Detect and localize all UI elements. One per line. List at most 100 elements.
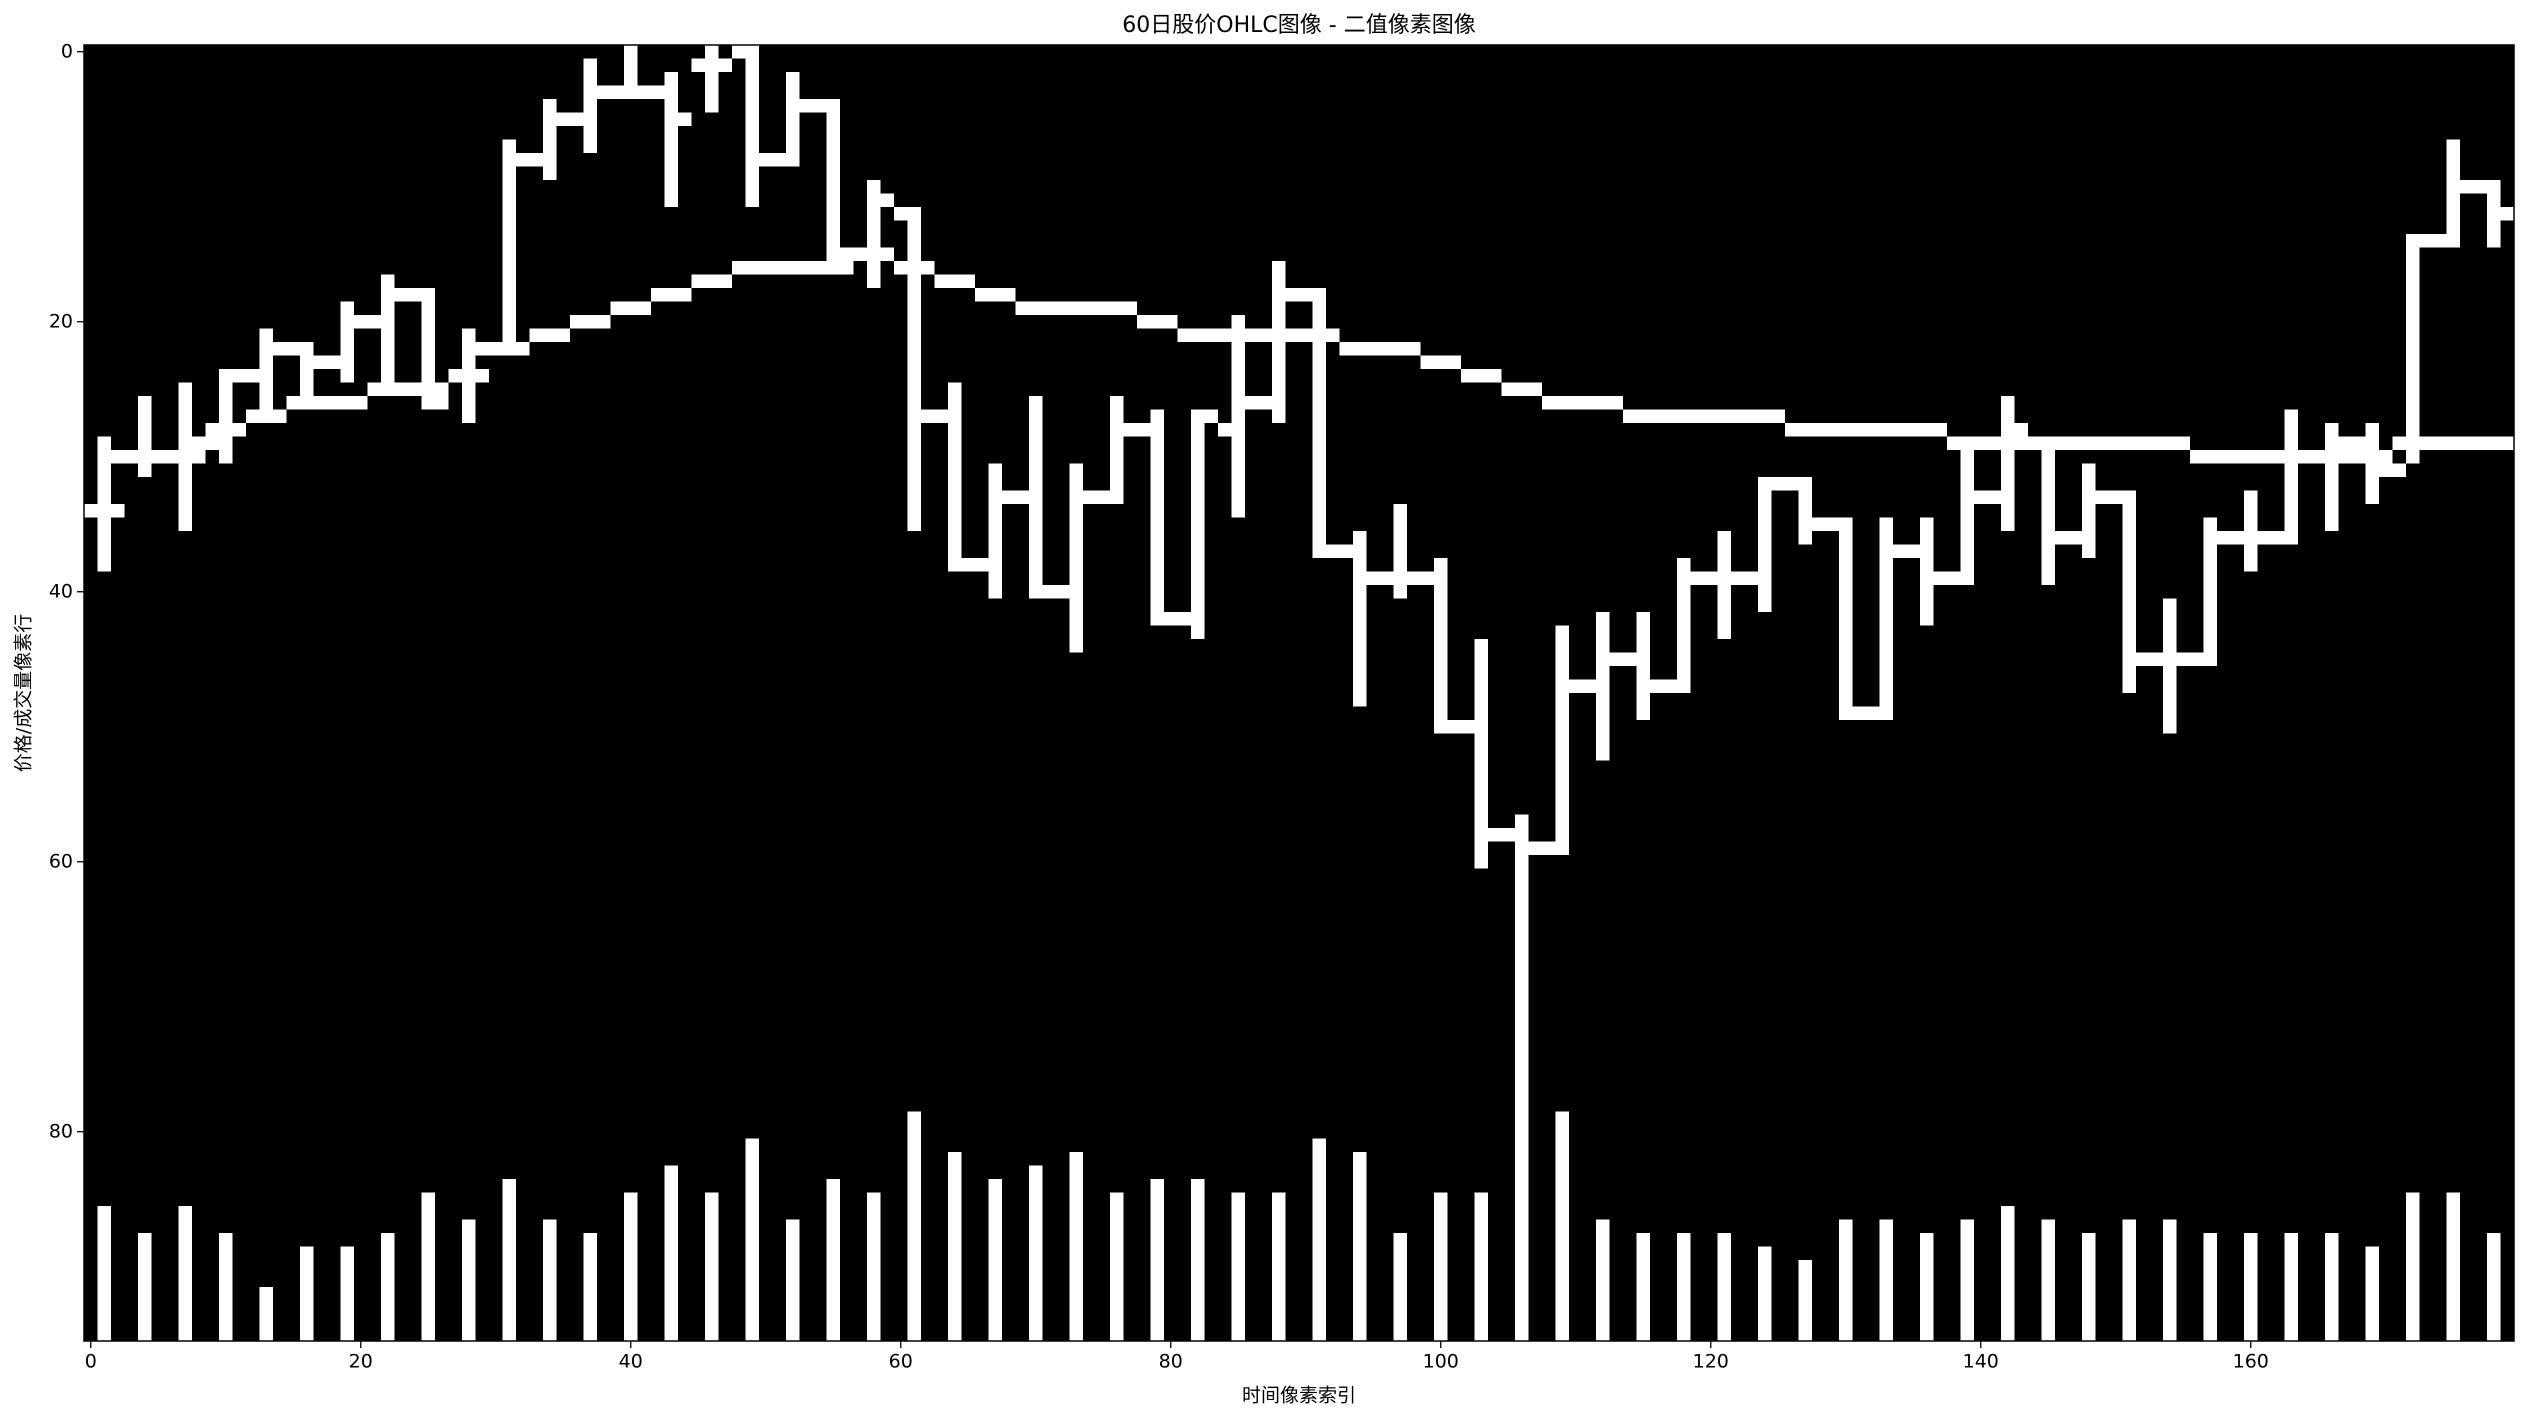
high-low-bar	[583, 58, 597, 153]
x-tick-label: 0	[85, 1351, 97, 1373]
close-tick	[151, 450, 165, 464]
high-low-bar	[1312, 288, 1326, 558]
moving-average	[529, 328, 543, 342]
moving-average	[543, 328, 557, 342]
moving-average	[2014, 436, 2028, 450]
moving-average	[610, 301, 624, 315]
high-low-bar	[1150, 409, 1164, 626]
moving-average	[759, 261, 773, 275]
close-tick	[394, 288, 408, 302]
moving-average	[1501, 382, 1515, 396]
x-axis-label: 时间像素索引	[1242, 1385, 1356, 1407]
volume-bar	[826, 1179, 840, 1341]
moving-average	[2500, 436, 2514, 450]
close-tick	[2460, 180, 2474, 194]
volume-bar	[705, 1192, 719, 1341]
high-low-bar	[1677, 558, 1691, 693]
open-tick	[1137, 423, 1151, 437]
moving-average	[840, 261, 854, 275]
high-low-bar	[948, 382, 962, 572]
moving-average	[1920, 423, 1934, 437]
high-low-bar	[1555, 625, 1569, 855]
open-tick	[1542, 841, 1556, 855]
moving-average	[192, 450, 206, 464]
volume-bar	[2284, 1233, 2298, 1341]
moving-average	[2055, 436, 2069, 450]
moving-average	[1285, 328, 1299, 342]
volume-bar	[664, 1165, 678, 1341]
high-low-bar	[1596, 612, 1610, 761]
open-tick	[2028, 436, 2042, 450]
open-tick	[2271, 531, 2285, 545]
moving-average	[772, 261, 786, 275]
open-tick	[813, 99, 827, 113]
close-tick	[1366, 571, 1380, 585]
high-low-bar	[2446, 139, 2460, 248]
volume-bar	[1069, 1152, 1083, 1341]
volume-bar	[2406, 1192, 2420, 1341]
high-low-bar	[1758, 477, 1772, 612]
volume-bar	[948, 1152, 962, 1341]
moving-average	[313, 396, 327, 410]
open-tick	[448, 369, 462, 383]
moving-average	[894, 261, 908, 275]
close-tick	[759, 153, 773, 167]
volume-bar	[1150, 1179, 1164, 1341]
moving-average	[597, 315, 611, 329]
moving-average	[1758, 409, 1772, 423]
moving-average	[1042, 301, 1056, 315]
high-low-bar	[2365, 423, 2379, 504]
moving-average	[745, 261, 759, 275]
close-tick	[961, 558, 975, 572]
close-tick	[2055, 531, 2069, 545]
volume-bar	[1312, 1138, 1326, 1341]
volume-bar	[2487, 1233, 2501, 1341]
moving-average	[1150, 315, 1164, 329]
moving-average	[1515, 382, 1529, 396]
chart-title: 60日股价OHLC图像 - 二值像素图像	[1122, 13, 1475, 38]
moving-average	[1096, 301, 1110, 315]
close-tick	[111, 450, 125, 464]
y-axis-label: 价格/成交量像素行	[13, 614, 35, 772]
moving-average	[1744, 409, 1758, 423]
high-low-bar	[502, 139, 516, 356]
open-tick	[2433, 234, 2447, 248]
volume-bar	[1920, 1233, 1934, 1341]
moving-average	[2460, 436, 2474, 450]
high-low-bar	[705, 45, 719, 113]
moving-average	[678, 288, 692, 302]
moving-average	[556, 328, 570, 342]
open-tick	[894, 207, 908, 221]
x-tick-label: 160	[2233, 1351, 2269, 1373]
open-tick	[570, 112, 584, 126]
volume-bar	[2122, 1219, 2136, 1341]
high-low-bar	[1920, 517, 1934, 626]
open-tick	[165, 450, 179, 464]
moving-average	[2203, 450, 2217, 464]
moving-average	[921, 261, 935, 275]
moving-average	[1177, 328, 1191, 342]
volume-bar	[2446, 1192, 2460, 1341]
close-tick	[799, 99, 813, 113]
y-tick-label: 40	[49, 580, 73, 602]
moving-average	[934, 274, 948, 288]
open-tick	[1866, 706, 1880, 720]
open-tick	[610, 85, 624, 99]
moving-average	[1987, 436, 2001, 450]
volume-bar	[2203, 1233, 2217, 1341]
high-low-bar	[1636, 612, 1650, 720]
moving-average	[2082, 436, 2096, 450]
moving-average	[570, 315, 584, 329]
moving-average	[1623, 409, 1637, 423]
moving-average	[1528, 382, 1542, 396]
high-low-bar	[300, 342, 314, 410]
volume-bar	[543, 1219, 557, 1341]
open-tick	[1704, 571, 1718, 585]
moving-average	[1798, 423, 1812, 437]
volume-bar	[1474, 1192, 1488, 1341]
close-tick	[1974, 490, 1988, 504]
open-tick	[651, 85, 665, 99]
moving-average	[2068, 436, 2082, 450]
moving-average	[1083, 301, 1097, 315]
